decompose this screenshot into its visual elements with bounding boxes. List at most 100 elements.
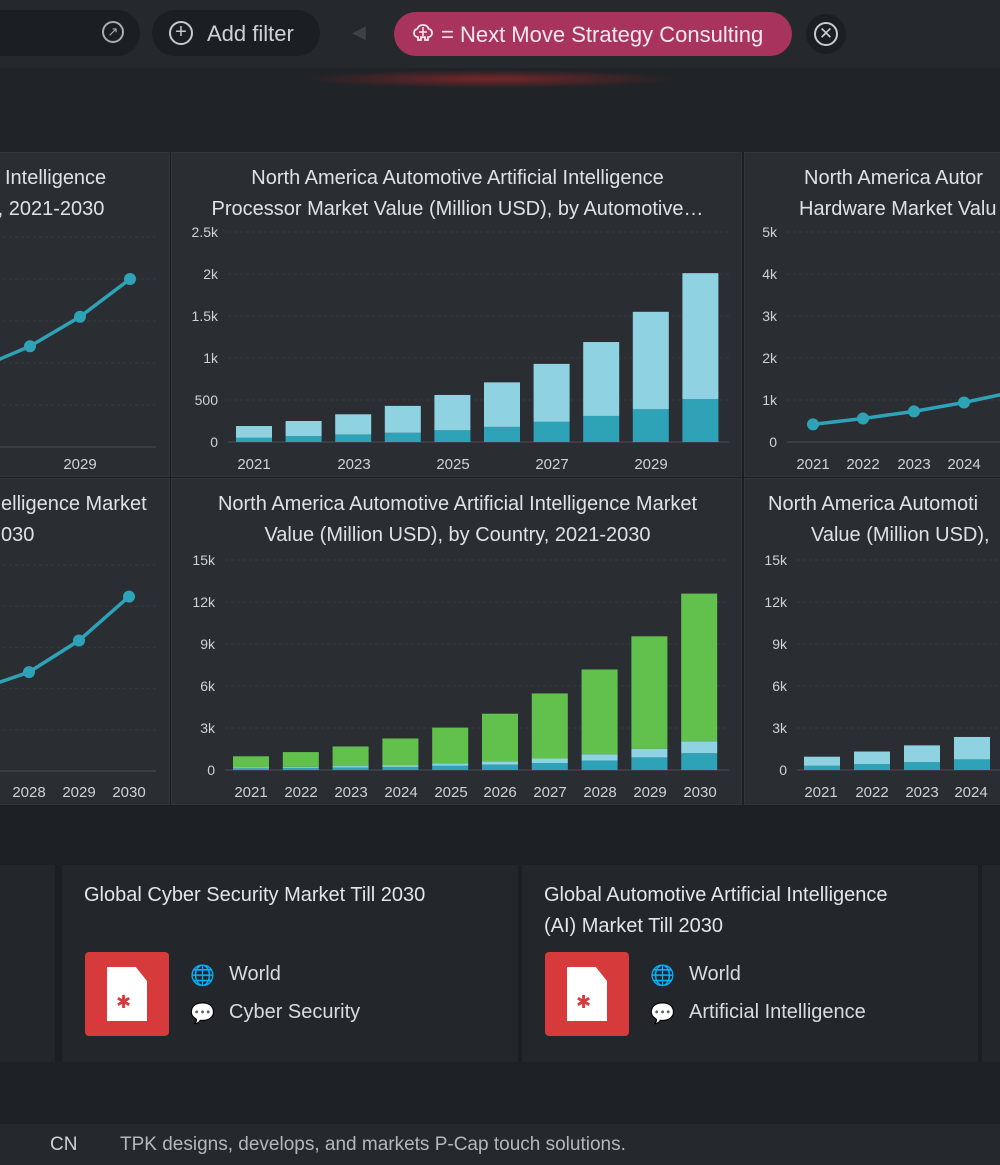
- bar: [482, 761, 518, 765]
- bar: [632, 409, 669, 442]
- y-tick-label: 3k: [762, 308, 778, 324]
- x-tick-label: 2021: [234, 784, 267, 801]
- data-point: [124, 273, 136, 285]
- report-category: Artificial Intelligence: [689, 1001, 866, 1023]
- bar: [681, 753, 718, 770]
- y-tick-label: 3k: [772, 720, 788, 736]
- chart-panel-4[interactable]: elligence Market 030 2028 2029 2030: [0, 478, 170, 805]
- bar: [904, 762, 940, 770]
- x-tick-label: 2029: [62, 784, 95, 801]
- bar: [531, 763, 568, 770]
- x-tick-label: 2021: [237, 456, 270, 473]
- report-card[interactable]: Global Automotive Artificial Intelligenc…: [522, 865, 978, 1062]
- pdf-icon[interactable]: ✱: [85, 952, 169, 1036]
- bar: [531, 693, 568, 759]
- chart-panel-1[interactable]: Intelligence ), 2021-2030 2029: [0, 152, 170, 477]
- series-line: [0, 277, 132, 361]
- bar: [904, 745, 940, 763]
- bar: [533, 421, 570, 442]
- chart-title-line2: Hardware Market Valu: [799, 198, 997, 220]
- pdf-icon[interactable]: ✱: [545, 952, 629, 1036]
- bar: [382, 766, 419, 770]
- x-tick-label: 2028: [583, 784, 616, 801]
- chart-6-plot: 15k 12k 9k 6k 3k 0 2021 2022 2023 2024: [764, 552, 1000, 801]
- bar: [332, 767, 369, 770]
- chart-title-line1: North America Automotive Artificial Inte…: [217, 493, 698, 515]
- x-tick-label: 2022: [846, 456, 879, 473]
- chart-panel-2[interactable]: North America Automotive Artificial Inte…: [171, 152, 742, 477]
- search-pill[interactable]: ↗: [0, 10, 140, 56]
- bar: [533, 363, 570, 422]
- bar: [531, 758, 568, 763]
- report-card-partial[interactable]: [0, 865, 55, 1062]
- chart-title-line1: North America Automotive Artificial Inte…: [251, 167, 664, 189]
- bar: [581, 760, 618, 770]
- close-circle-icon: ✕: [814, 22, 838, 46]
- x-tick-label: 2029: [633, 784, 666, 801]
- bar: [484, 426, 520, 442]
- bar: [854, 751, 890, 765]
- bar: [332, 746, 369, 767]
- y-tick-label: 6k: [200, 678, 216, 694]
- chart-panel-3[interactable]: North America Autor Hardware Market Valu…: [744, 152, 1000, 477]
- bar: [434, 430, 471, 442]
- section-divider: [0, 805, 1000, 865]
- add-filter-button[interactable]: + Add filter: [152, 10, 320, 56]
- report-region: World: [229, 963, 281, 985]
- data-point: [74, 310, 86, 323]
- clear-filter-button[interactable]: ✕: [806, 14, 846, 54]
- bar: [282, 752, 319, 767]
- x-tick-label: 2024: [954, 784, 987, 801]
- active-filter-chip[interactable]: = Next Move Strategy Consulting: [394, 12, 792, 56]
- bar: [954, 759, 990, 770]
- y-tick-label: 500: [195, 392, 219, 408]
- x-tick-label: 2021: [796, 456, 829, 473]
- filter-separator-icon: ◀: [352, 22, 366, 42]
- data-point: [73, 634, 85, 647]
- chart-panel-6[interactable]: North America Automoti Value (Million US…: [744, 478, 1000, 805]
- report-title[interactable]: Global Automotive Artificial Intelligenc…: [544, 884, 888, 906]
- bar: [233, 756, 269, 768]
- y-tick-label: 1k: [762, 392, 778, 408]
- x-tick-label: 2023: [334, 784, 367, 801]
- compass-icon[interactable]: ↗: [102, 21, 124, 43]
- report-region: World: [689, 963, 741, 985]
- bar: [384, 432, 421, 442]
- category-icon: 💬: [650, 1003, 675, 1025]
- chart-title-line1: North America Autor: [804, 167, 983, 189]
- report-cards: Global Cyber Security Market Till 2030 ✱…: [0, 865, 1000, 1062]
- bar: [233, 767, 269, 769]
- y-tick-label: 0: [769, 434, 777, 450]
- y-tick-label: 3k: [200, 720, 216, 736]
- bar: [236, 426, 272, 438]
- report-title[interactable]: Global Cyber Security Market Till 2030: [84, 884, 426, 906]
- company-row[interactable]: CN TPK designs, develops, and markets P-…: [0, 1124, 1000, 1165]
- series-line: [0, 595, 131, 684]
- y-tick-label: 9k: [772, 636, 788, 652]
- y-tick-label: 15k: [764, 552, 788, 568]
- bar: [581, 669, 618, 755]
- report-card-partial[interactable]: [982, 865, 1000, 1062]
- bar: [233, 768, 269, 770]
- data-point: [807, 418, 819, 431]
- y-tick-label: 1.5k: [192, 308, 219, 324]
- bar: [432, 765, 469, 770]
- bar: [682, 273, 719, 400]
- bar: [681, 593, 718, 742]
- chart-panel-5[interactable]: North America Automotive Artificial Inte…: [171, 478, 742, 805]
- bar: [681, 741, 718, 754]
- y-tick-label: 4k: [762, 266, 778, 282]
- report-card[interactable]: Global Cyber Security Market Till 2030 ✱…: [62, 865, 518, 1062]
- bar: [632, 311, 669, 410]
- x-tick-label: 2027: [533, 784, 566, 801]
- bar: [804, 756, 840, 766]
- bar: [583, 342, 620, 416]
- chart-5-plot: 15k 12k 9k 6k 3k 0 2021 2022 2023 2024 2…: [192, 552, 729, 801]
- report-title-line2[interactable]: (AI) Market Till 2030: [544, 915, 723, 937]
- chart-title-line1: North America Automoti: [768, 493, 979, 515]
- x-tick-label: 2022: [855, 784, 888, 801]
- data-point: [857, 412, 869, 425]
- bar: [236, 437, 272, 442]
- chart-title-line2: Value (Million USD),: [811, 524, 990, 546]
- y-tick-label: 2k: [203, 266, 219, 282]
